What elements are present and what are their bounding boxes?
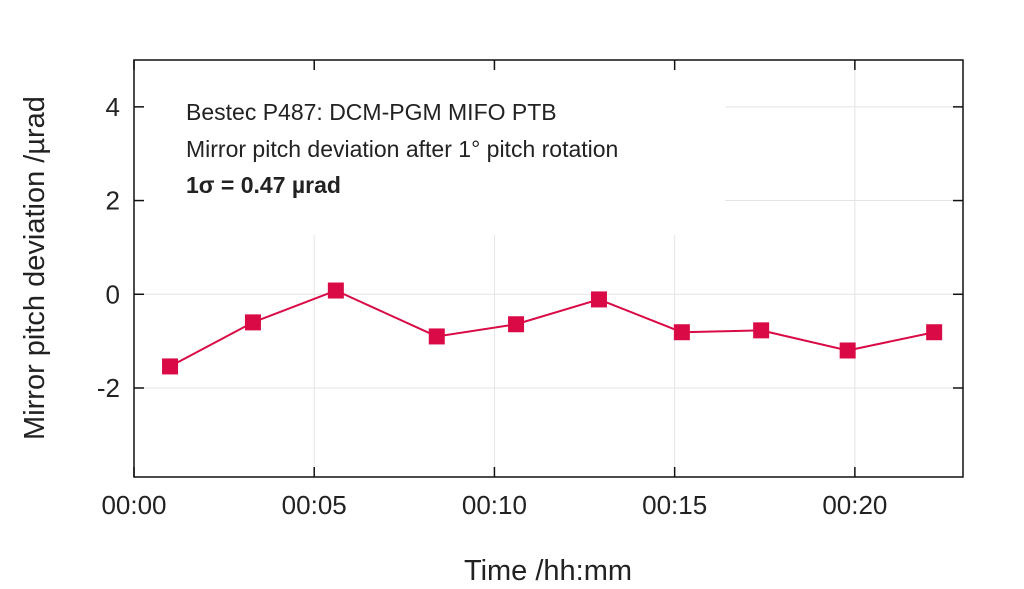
- x-tick-label: 00:00: [101, 490, 166, 520]
- y-tick-label: 2: [106, 186, 120, 216]
- ticks: 00:00 00:05 00:10 00:15 00:20 4 2 0 -2: [97, 60, 963, 520]
- y-tick-label: 4: [106, 92, 120, 122]
- series: [162, 282, 943, 375]
- annotation-box: [135, 61, 725, 235]
- data-point: [839, 342, 856, 359]
- data-point: [428, 328, 445, 345]
- x-tick-label: 00:10: [462, 490, 527, 520]
- data-point: [327, 282, 344, 299]
- x-tick-label: 00:05: [282, 490, 347, 520]
- annotation-line-2: Mirror pitch deviation after 1° pitch ro…: [186, 136, 618, 162]
- annotation-line-3: 1σ = 0.47 µrad: [186, 172, 341, 198]
- annotation-line-1: Bestec P487: DCM-PGM MIFO PTB: [186, 99, 557, 125]
- data-point: [673, 324, 690, 341]
- data-point: [508, 316, 525, 333]
- plot-frame: [133, 59, 964, 478]
- x-axis-label: Time /hh:mm: [464, 555, 632, 587]
- data-point: [590, 291, 607, 308]
- data-point: [753, 322, 770, 339]
- x-tick-label: 00:20: [822, 490, 887, 520]
- x-tick-label: 00:15: [642, 490, 707, 520]
- y-tick-label: 0: [106, 279, 120, 309]
- data-point: [162, 358, 179, 375]
- y-tick-label: -2: [97, 373, 120, 403]
- data-point: [926, 324, 943, 341]
- y-axis-label: Mirror pitch deviation /µrad: [19, 96, 51, 440]
- data-point: [244, 314, 261, 331]
- series-line: [169, 289, 935, 368]
